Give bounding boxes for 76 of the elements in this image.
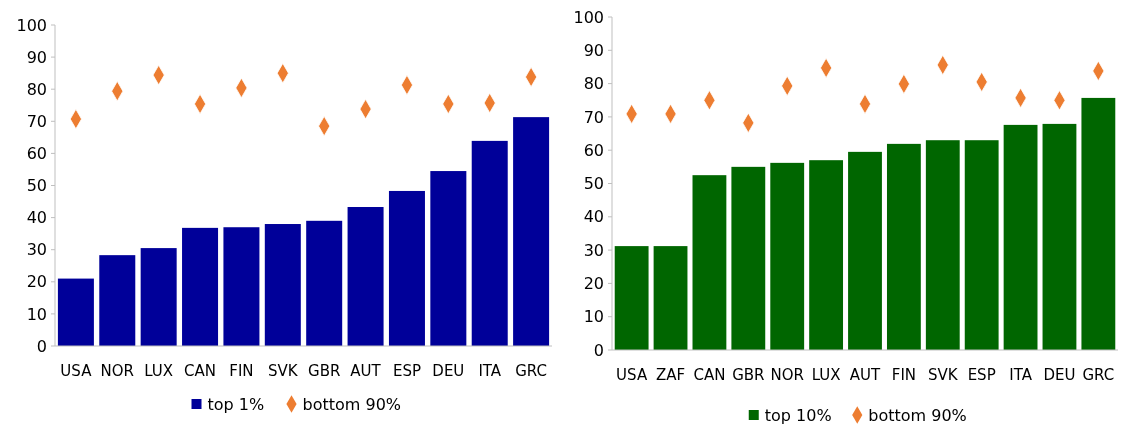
y-tick-label: 100 xyxy=(16,15,47,35)
x-tick-label: AUT xyxy=(350,362,382,380)
x-tick-label: ITA xyxy=(1009,366,1033,384)
bar xyxy=(513,117,550,346)
y-tick-label: 80 xyxy=(26,79,47,99)
x-tick-label: DEU xyxy=(432,362,465,380)
y-tick-label: 80 xyxy=(583,74,604,94)
bar xyxy=(182,227,219,346)
x-tick-label: DEU xyxy=(1043,366,1076,384)
y-tick-label: 40 xyxy=(26,208,47,228)
bar xyxy=(57,278,94,346)
bar xyxy=(1081,97,1116,350)
x-tick-label: ZAF xyxy=(655,366,686,384)
x-tick-label: ESP xyxy=(967,366,996,384)
y-tick-label: 40 xyxy=(583,207,604,227)
y-tick-label: 60 xyxy=(26,144,47,163)
bar xyxy=(223,227,260,346)
bar xyxy=(430,171,467,346)
y-tick-label: 70 xyxy=(583,107,604,127)
y-tick-label: 90 xyxy=(583,40,604,60)
legend-label: bottom 90% xyxy=(868,406,967,425)
x-tick-label: GBR xyxy=(732,366,765,384)
x-tick-label: ESP xyxy=(392,362,421,380)
y-tick-label: 50 xyxy=(583,174,604,194)
x-tick-label: GRC xyxy=(515,362,547,380)
y-tick-label: 60 xyxy=(583,140,604,160)
x-tick-label: FIN xyxy=(891,366,917,384)
y-tick-label: 90 xyxy=(26,47,47,67)
bar xyxy=(388,190,425,346)
x-tick-label: ITA xyxy=(478,362,502,380)
bar xyxy=(140,248,177,346)
bar xyxy=(1042,123,1077,350)
x-tick-label: LUX xyxy=(144,362,174,380)
legend-label: top 10% xyxy=(764,406,832,425)
y-tick-label: 100 xyxy=(573,7,604,27)
bar xyxy=(925,140,960,350)
y-tick-label: 30 xyxy=(26,240,47,260)
x-tick-label: SVK xyxy=(927,366,959,384)
x-tick-label: USA xyxy=(616,366,648,384)
x-tick-label: CAN xyxy=(693,366,726,384)
bar xyxy=(770,162,805,350)
legend-label: bottom 90% xyxy=(302,395,402,414)
x-tick-label: USA xyxy=(60,362,93,380)
x-tick-label: GBR xyxy=(308,362,341,380)
x-tick-label: SVK xyxy=(268,362,299,380)
bar xyxy=(347,207,384,346)
y-tick-label: 20 xyxy=(26,272,47,292)
bar xyxy=(99,255,136,346)
x-tick-label: NOR xyxy=(770,366,804,384)
y-tick-label: 70 xyxy=(26,111,47,131)
bar xyxy=(614,246,649,350)
bar xyxy=(471,140,508,346)
bar xyxy=(692,175,727,350)
y-tick-label: 0 xyxy=(36,336,47,356)
y-tick-label: 10 xyxy=(583,307,604,327)
y-tick-label: 50 xyxy=(26,176,47,196)
x-tick-label: FIN xyxy=(229,362,254,380)
bar xyxy=(306,220,343,346)
bar xyxy=(886,143,921,350)
bar xyxy=(653,246,688,350)
y-tick-label: 30 xyxy=(583,240,604,260)
x-tick-label: LUX xyxy=(811,366,841,384)
y-tick-label: 10 xyxy=(26,304,47,324)
bar xyxy=(964,140,999,350)
y-tick-label: 0 xyxy=(593,340,604,360)
x-tick-label: NOR xyxy=(100,362,135,380)
bar xyxy=(731,166,766,350)
y-tick-label: 20 xyxy=(583,274,604,293)
x-tick-label: CAN xyxy=(184,362,217,380)
x-tick-label: AUT xyxy=(849,366,882,384)
legend-label: top 1% xyxy=(207,395,265,414)
bar xyxy=(809,160,844,350)
bar xyxy=(1003,124,1038,350)
x-tick-label: GRC xyxy=(1082,366,1115,384)
bar xyxy=(264,224,301,346)
bar xyxy=(848,151,882,350)
